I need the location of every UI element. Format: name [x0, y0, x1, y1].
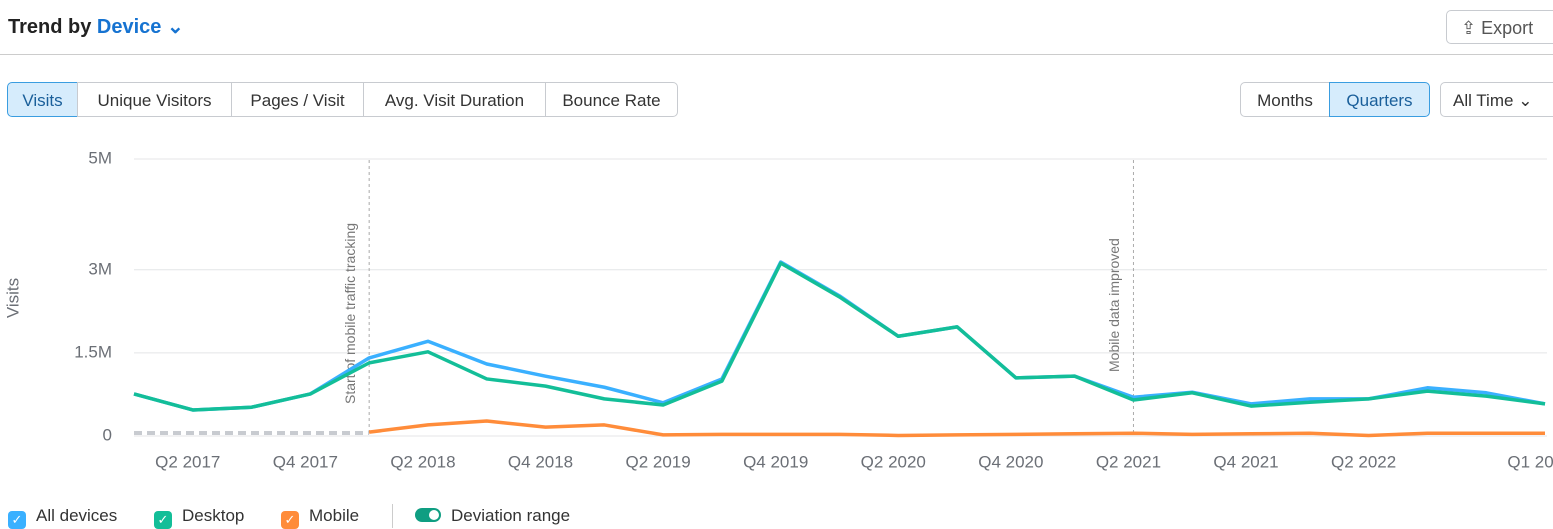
range-select[interactable]: All Time ⌄	[1440, 82, 1553, 117]
legend-item[interactable]: ✓ Mobile	[281, 506, 359, 529]
x-tick-label: Q4 2021	[1213, 452, 1278, 471]
series-line	[368, 419, 1545, 438]
export-button[interactable]: ⇪ Export	[1446, 10, 1553, 44]
series-line	[133, 261, 1546, 412]
x-tick-label: Q2 2020	[861, 452, 926, 471]
device-selector[interactable]: Device ⌄	[96, 16, 184, 38]
title: Trend by Device ⌄	[8, 14, 184, 39]
legend-item[interactable]: ✓ All devices	[8, 506, 117, 529]
divider	[0, 54, 1553, 55]
deviation-toggle[interactable]: Deviation range	[415, 506, 570, 526]
x-tick-label: Q4 2020	[978, 452, 1043, 471]
y-tick-label: 5M	[88, 148, 112, 167]
x-tick-label: Q4 2017	[273, 452, 338, 471]
export-text: Export	[1481, 18, 1534, 38]
legend-item[interactable]: ✓ Desktop	[154, 506, 244, 529]
chart: Visits 0 1.5M 3M 5M Q2 2017 Q4 2017 Q2 2018 Q4 …	[3, 148, 1553, 471]
legend-checkbox[interactable]: ✓	[281, 511, 299, 529]
metric-tab[interactable]: Visits	[7, 82, 78, 117]
legend-label: Mobile	[309, 506, 360, 525]
legend-label: All devices	[36, 506, 118, 525]
selector-text: Device	[96, 16, 162, 38]
x-tick-label: Q1 2023	[1507, 452, 1553, 471]
range-text: All Time	[1453, 91, 1514, 110]
annotation-text: Mobile data improved	[1106, 238, 1122, 372]
toggle-label: Deviation range	[451, 506, 571, 525]
toggle-knob	[429, 510, 439, 520]
x-tick-label: Q2 2019	[626, 452, 691, 471]
metric-tab[interactable]: Bounce Rate	[545, 82, 678, 117]
annotation-text: Start of mobile traffic tracking	[342, 223, 358, 404]
legend-checkbox[interactable]: ✓	[154, 511, 172, 529]
toggle-switch[interactable]	[415, 508, 441, 522]
x-tick-label: Q4 2018	[508, 452, 573, 471]
y-axis-label: Visits	[3, 278, 22, 318]
x-tick-label: Q2 2018	[390, 452, 455, 471]
x-tick-label: Q4 2019	[743, 452, 808, 471]
y-tick-label: 1.5M	[74, 342, 112, 361]
y-tick-label: 3M	[88, 259, 112, 278]
title-text: Trend by	[8, 16, 92, 38]
x-tick-label: Q2 2021	[1096, 452, 1161, 471]
x-tick-label: Q2 2017	[155, 452, 220, 471]
x-tick-label: Q2 2022	[1331, 452, 1396, 471]
y-tick-label: 0	[103, 425, 112, 444]
legend-divider	[392, 504, 393, 528]
period-tab[interactable]: Quarters	[1329, 82, 1430, 117]
legend-checkbox[interactable]: ✓	[8, 511, 26, 529]
legend-label: Desktop	[182, 506, 245, 525]
